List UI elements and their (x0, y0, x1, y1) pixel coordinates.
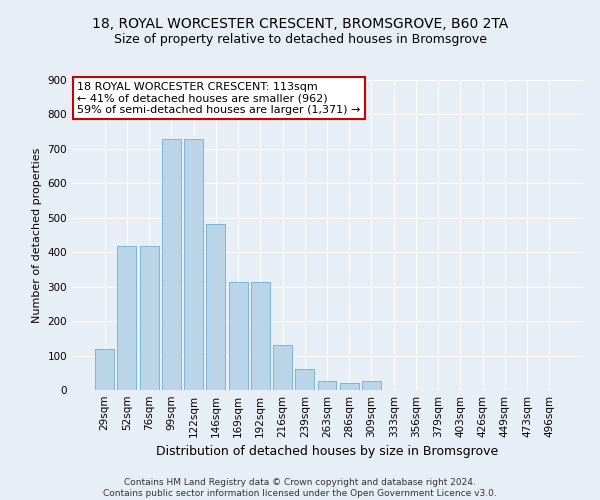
Bar (273, 345, 292, 390)
Bar (206, 224, 225, 390)
Bar (229, 282, 248, 390)
Text: 18, ROYAL WORCESTER CRESCENT, BROMSGROVE, B60 2TA: 18, ROYAL WORCESTER CRESCENT, BROMSGROVE… (92, 18, 508, 32)
Bar (162, 138, 181, 390)
Bar (251, 282, 270, 390)
Text: 18 ROYAL WORCESTER CRESCENT: 113sqm
← 41% of detached houses are smaller (962)
5: 18 ROYAL WORCESTER CRESCENT: 113sqm ← 41… (77, 82, 361, 115)
Text: Size of property relative to detached houses in Bromsgrove: Size of property relative to detached ho… (113, 32, 487, 46)
Bar (95, 348, 114, 390)
Text: Contains HM Land Registry data © Crown copyright and database right 2024.
Contai: Contains HM Land Registry data © Crown c… (103, 478, 497, 498)
Y-axis label: Number of detached properties: Number of detached properties (32, 148, 42, 322)
Bar (362, 382, 381, 390)
Bar (295, 368, 314, 390)
X-axis label: Distribution of detached houses by size in Bromsgrove: Distribution of detached houses by size … (156, 446, 498, 458)
Bar (118, 246, 136, 390)
Bar (317, 382, 337, 390)
Bar (184, 138, 203, 390)
Bar (140, 246, 158, 390)
Bar (340, 383, 359, 390)
